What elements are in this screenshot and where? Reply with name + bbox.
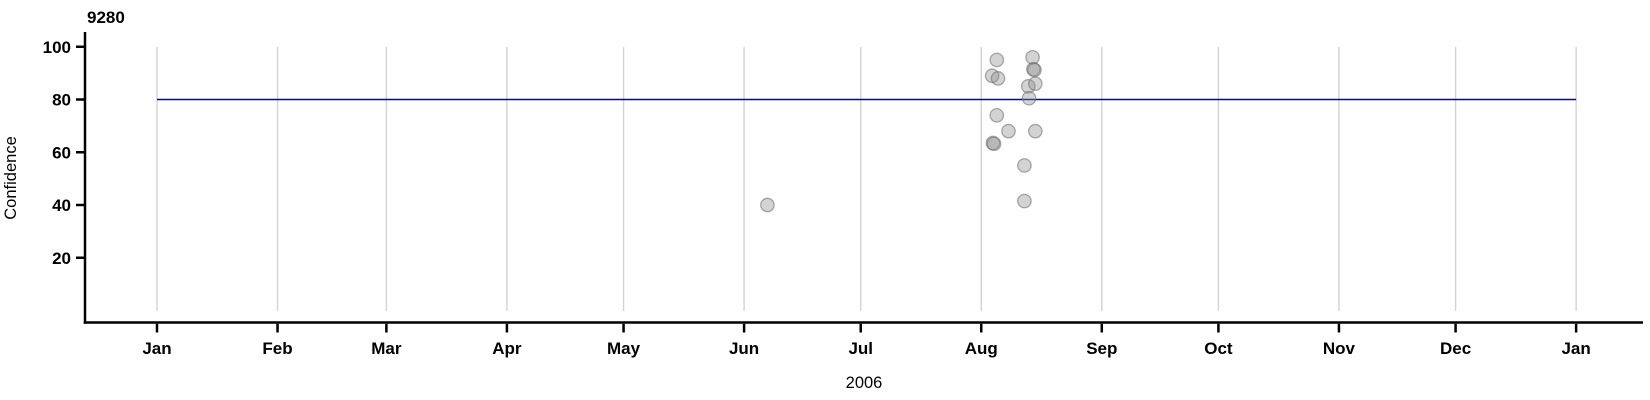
y-tick-label: 40 xyxy=(52,196,71,215)
x-tick-label: Jan xyxy=(142,339,171,358)
x-tick-label: Jul xyxy=(848,339,873,358)
gridlines xyxy=(156,47,1577,311)
data-point xyxy=(986,136,1002,152)
data-point xyxy=(1027,123,1043,139)
data-point xyxy=(1021,90,1037,106)
x-tick-label: Jan xyxy=(1561,339,1590,358)
y-ticks: 20 40 60 80 100 xyxy=(43,38,85,268)
data-points xyxy=(760,49,1043,213)
data-point xyxy=(760,197,775,213)
data-point xyxy=(1017,158,1032,173)
y-tick-label: 100 xyxy=(43,38,71,57)
x-tick-label: Mar xyxy=(371,339,402,358)
x-tick-label: Nov xyxy=(1323,339,1356,358)
y-tick-label: 20 xyxy=(52,249,71,268)
data-point xyxy=(1001,123,1016,139)
plot-title: 9280 xyxy=(87,8,125,27)
x-tick-label: May xyxy=(607,339,641,358)
data-point xyxy=(989,52,1005,68)
data-point xyxy=(1027,76,1043,92)
data-point xyxy=(1017,193,1032,209)
y-tick-label: 60 xyxy=(52,143,71,162)
x-tick-label: Jun xyxy=(729,339,759,358)
data-point xyxy=(1027,62,1042,78)
x-ticks: Jan Feb Mar Apr May Jun Jul Aug Sep Oct Nov Dec Jan xyxy=(142,323,1591,358)
x-tick-label: Feb xyxy=(262,339,292,358)
data-point xyxy=(989,107,1005,123)
x-tick-label: Apr xyxy=(492,339,522,358)
x-tick-label: Dec xyxy=(1440,339,1471,358)
y-tick-label: 80 xyxy=(52,91,71,110)
axes xyxy=(83,32,1643,324)
x-tick-label: Oct xyxy=(1204,339,1233,358)
data-point xyxy=(990,71,1006,86)
x-axis-year-label: 2006 xyxy=(846,374,883,392)
y-axis-label: Confidence xyxy=(2,136,20,219)
x-tick-label: Sep xyxy=(1086,339,1117,358)
x-tick-label: Aug xyxy=(965,339,998,358)
